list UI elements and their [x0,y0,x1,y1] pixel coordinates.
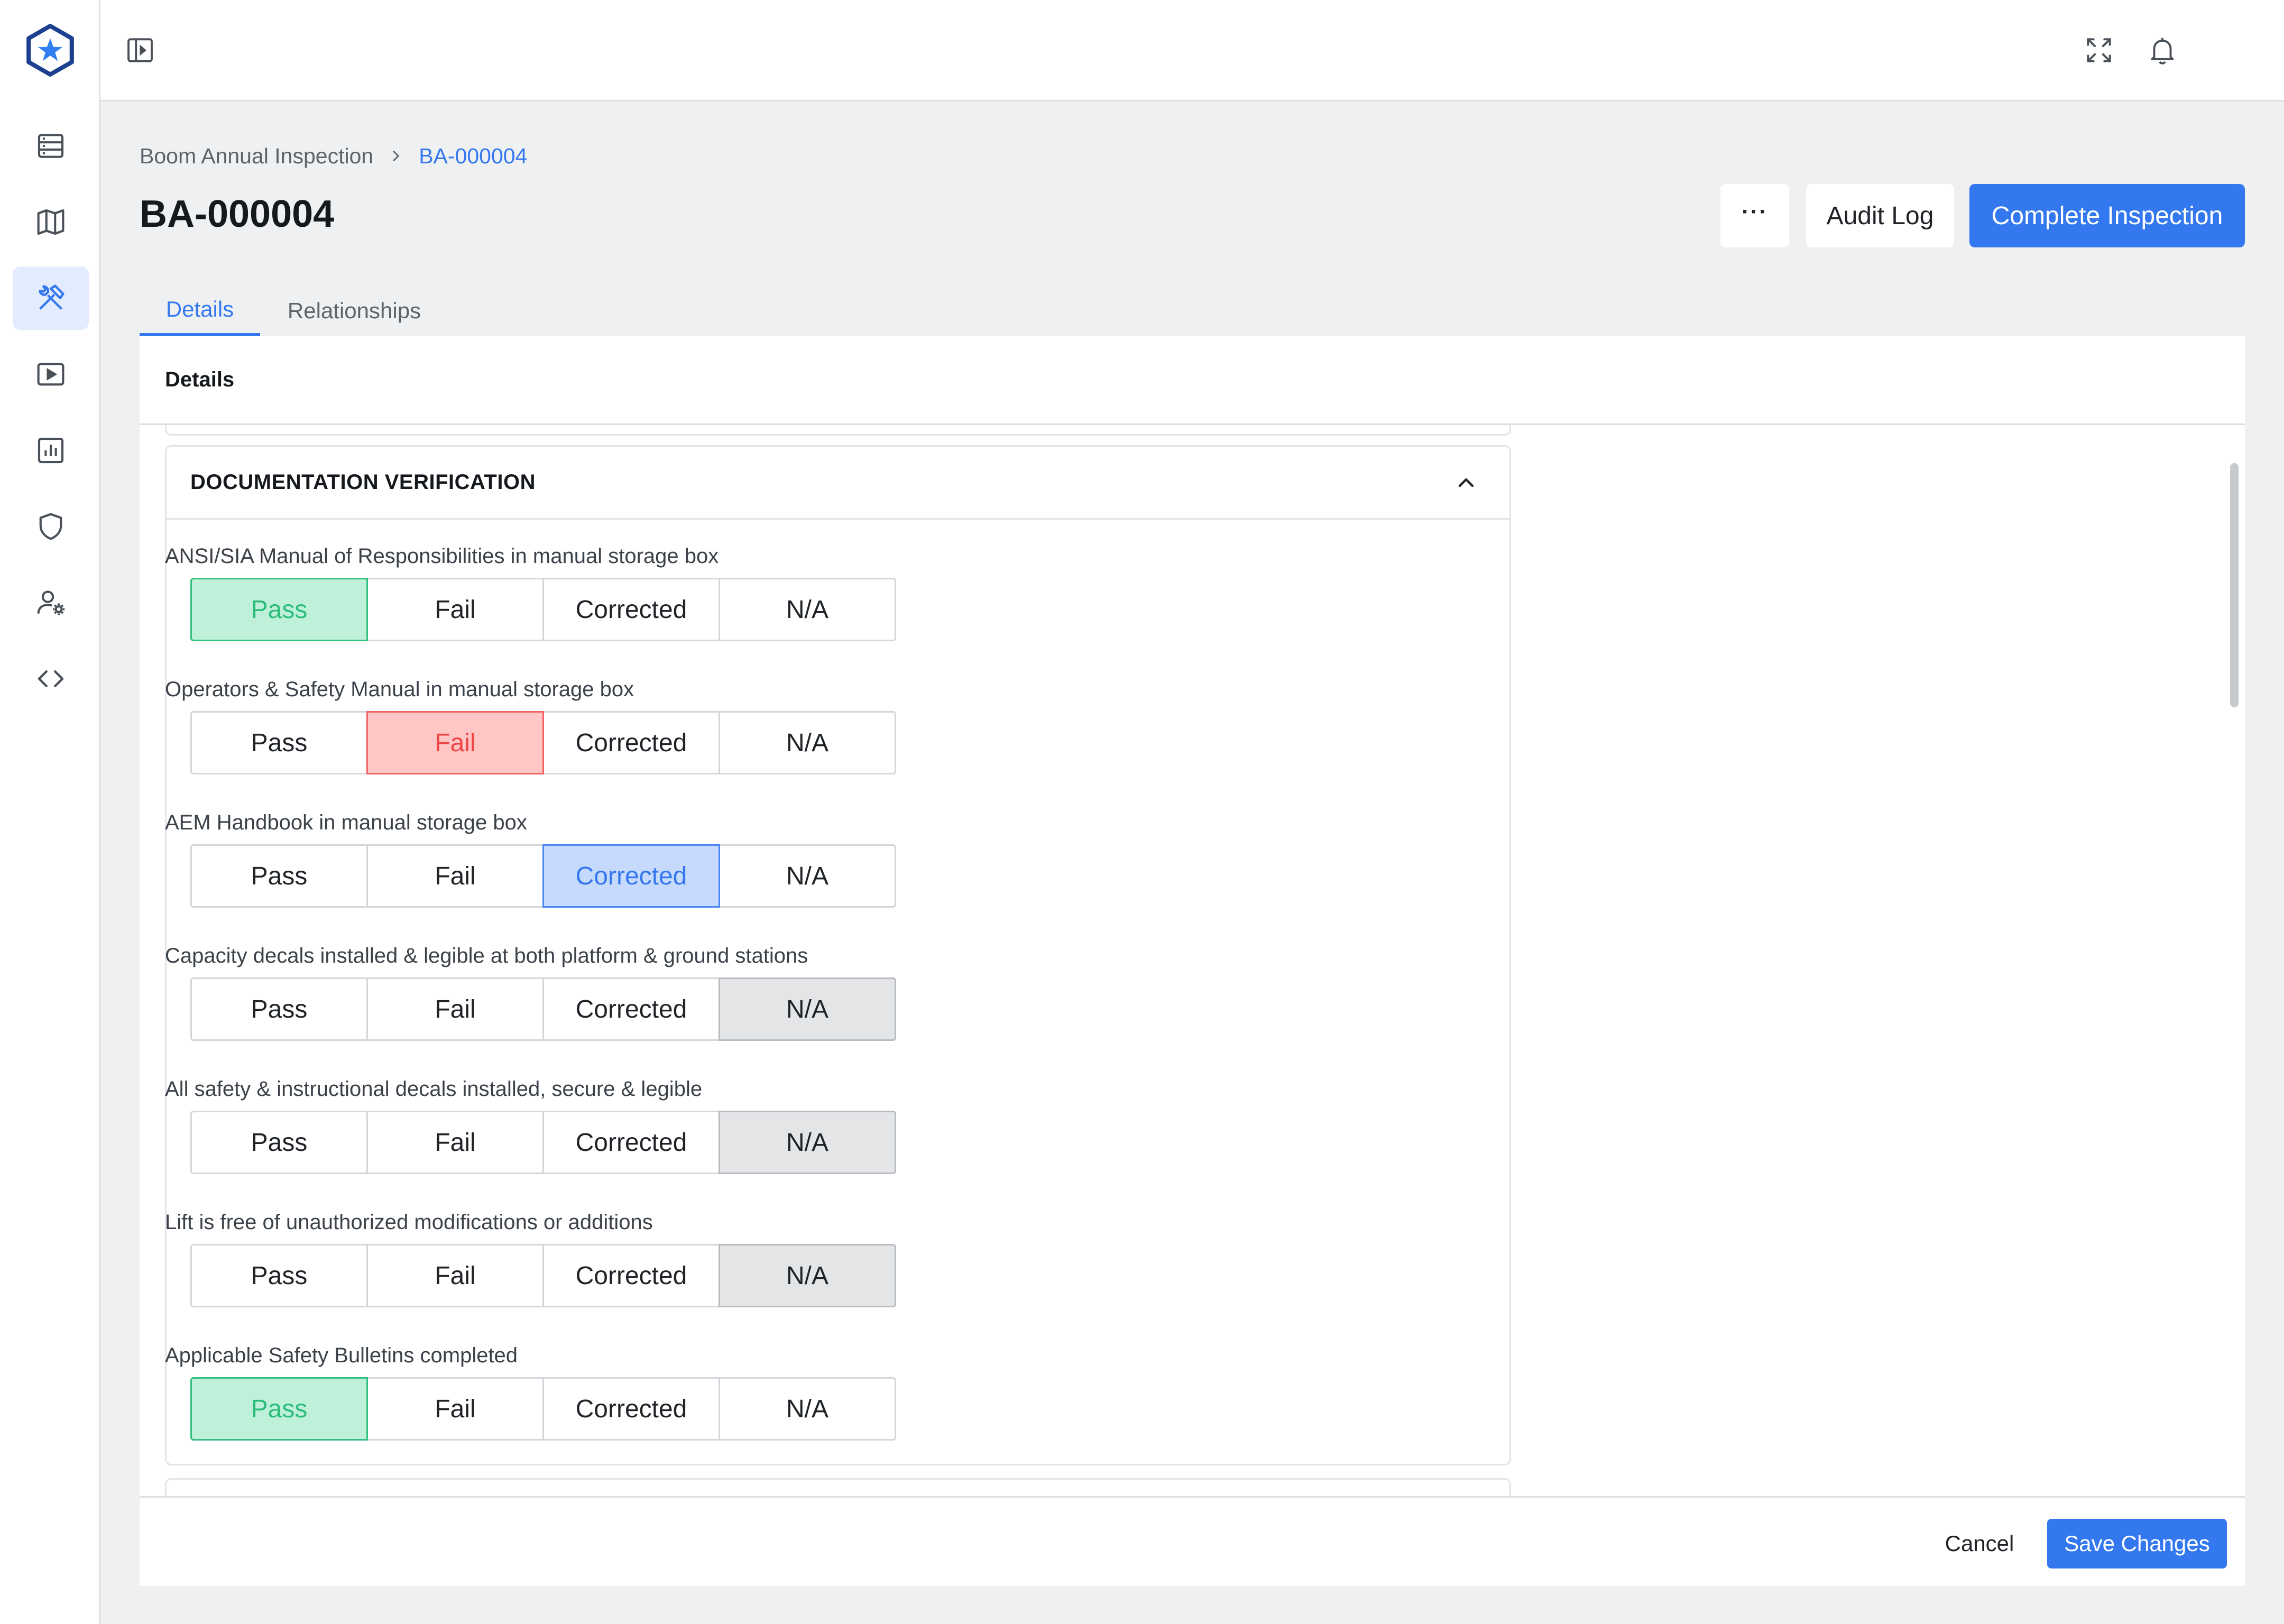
previous-section-card [165,425,1511,436]
cancel-button[interactable]: Cancel [1945,1531,2014,1556]
nav-list[interactable] [13,114,89,178]
result-segmented-control: Pass Fail Corrected N/A [190,1244,901,1307]
result-segmented-control: Pass Fail Corrected N/A [190,578,901,641]
tools-icon [39,284,65,310]
checklist-item-label: AEM Handbook in manual storage box [165,811,527,834]
audit-log-button[interactable]: Audit Log [1806,184,1954,247]
section-header[interactable]: DOCUMENTATION VERIFICATION [167,447,1509,520]
result-segmented-control: Pass Fail Corrected N/A [190,711,901,774]
ellipsis-icon: ··· [1742,199,1768,225]
nav-security[interactable] [13,495,89,558]
sidebar-toggle-icon [127,38,153,62]
option-pass-button[interactable]: Pass [190,578,368,641]
nav-media[interactable] [13,343,89,406]
option-pass-button[interactable]: Pass [190,844,368,908]
map-icon [37,209,65,235]
breadcrumb: Boom Annual Inspection BA-000004 [140,143,527,169]
code-icon [38,670,64,687]
option-fail-button[interactable]: Fail [366,1377,544,1441]
option-corrected-button[interactable]: Corrected [542,1244,720,1307]
complete-inspection-button[interactable]: Complete Inspection [1969,184,2245,247]
option-fail-button[interactable]: Fail [366,578,544,641]
list-icon [38,134,64,158]
top-bar: DS [100,0,2284,102]
option-fail-button[interactable]: Fail [366,1111,544,1174]
fullscreen-button[interactable] [2080,32,2117,69]
nav-tools[interactable] [13,266,89,330]
tab-relationships[interactable]: Relationships [287,298,421,323]
bell-icon [2151,38,2174,64]
user-gear-icon [37,590,65,615]
option-na-button[interactable]: N/A [719,711,896,774]
option-na-button[interactable]: N/A [719,578,896,641]
next-section-card [165,1478,1511,1499]
more-actions-button[interactable]: ··· [1720,184,1789,247]
nav-developer[interactable] [13,647,89,710]
checklist-item-label: Operators & Safety Manual in manual stor… [165,678,634,701]
sidebar-toggle-button[interactable] [122,32,159,69]
nav-map[interactable] [13,190,89,254]
breadcrumb-parent-link[interactable]: Boom Annual Inspection [140,143,374,168]
form-footer: Cancel Save Changes [140,1496,2245,1586]
option-pass-button[interactable]: Pass [190,977,368,1041]
option-corrected-button[interactable]: Corrected [542,844,720,908]
checklist-item-label: Applicable Safety Bulletins completed [165,1344,518,1367]
option-na-button[interactable]: N/A [719,1244,896,1307]
app-logo-icon[interactable] [23,23,77,77]
notifications-button[interactable] [2144,32,2181,69]
option-fail-button[interactable]: Fail [366,977,544,1041]
scrollbar-thumb[interactable] [2230,463,2239,707]
option-fail-button[interactable]: Fail [366,1244,544,1307]
option-fail-button[interactable]: Fail [366,711,544,774]
panel-title: Details [140,336,2245,425]
nav-reports[interactable] [13,419,89,482]
save-changes-button[interactable]: Save Changes [2047,1519,2227,1568]
shield-icon [39,513,62,540]
bar-chart-icon [38,437,64,464]
result-segmented-control: Pass Fail Corrected N/A [190,1111,901,1174]
option-pass-button[interactable]: Pass [190,711,368,774]
checklist-item-label: Capacity decals installed & legible at b… [165,944,808,967]
checklist-item-label: ANSI/SIA Manual of Responsibilities in m… [165,545,719,568]
option-fail-button[interactable]: Fail [366,844,544,908]
option-na-button[interactable]: N/A [719,1377,896,1441]
result-segmented-control: Pass Fail Corrected N/A [190,1377,901,1441]
option-corrected-button[interactable]: Corrected [542,977,720,1041]
option-pass-button[interactable]: Pass [190,1111,368,1174]
option-na-button[interactable]: N/A [719,977,896,1041]
section-title: DOCUMENTATION VERIFICATION [190,470,536,494]
option-corrected-button[interactable]: Corrected [542,711,720,774]
nav-user-settings[interactable] [13,571,89,634]
option-corrected-button[interactable]: Corrected [542,1377,720,1441]
option-pass-button[interactable]: Pass [190,1377,368,1441]
fullscreen-icon [2087,38,2111,62]
page-title: BA-000004 [140,193,335,235]
play-icon [37,363,65,386]
tab-details[interactable]: Details [140,285,260,336]
chevron-up-icon[interactable] [1453,470,1479,495]
result-segmented-control: Pass Fail Corrected N/A [190,977,901,1041]
option-na-button[interactable]: N/A [719,844,896,908]
checklist-item-label: Lift is free of unauthorized modificatio… [165,1211,653,1234]
left-nav-rail [0,0,100,1624]
chevron-right-icon [387,147,405,165]
option-corrected-button[interactable]: Corrected [542,578,720,641]
option-corrected-button[interactable]: Corrected [542,1111,720,1174]
option-pass-button[interactable]: Pass [190,1244,368,1307]
result-segmented-control: Pass Fail Corrected N/A [190,844,901,908]
option-na-button[interactable]: N/A [719,1111,896,1174]
breadcrumb-current: BA-000004 [419,143,528,168]
checklist-item-label: All safety & instructional decals instal… [165,1077,703,1101]
